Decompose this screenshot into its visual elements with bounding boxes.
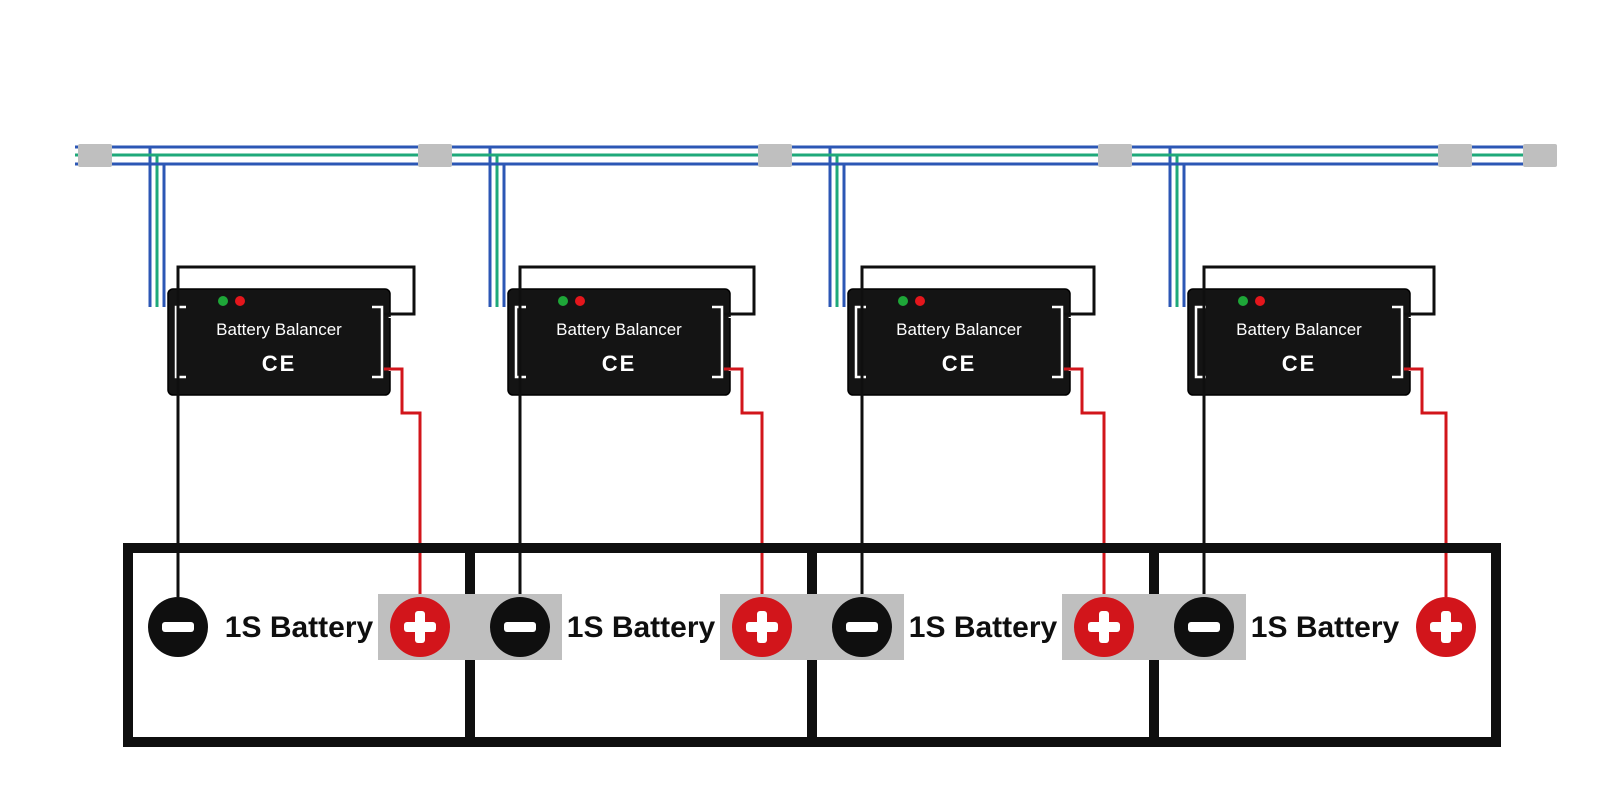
battery-label: 1S Battery [1251, 611, 1400, 644]
svg-text:-: - [1068, 308, 1073, 324]
bus-connector-icon [1098, 144, 1132, 167]
ce-mark: CE [942, 351, 977, 376]
terminal-negative-icon [832, 597, 892, 657]
led-red-icon [235, 296, 245, 306]
led-red-icon [575, 296, 585, 306]
battery-label: 1S Battery [909, 611, 1058, 644]
svg-text:-: - [1408, 308, 1413, 324]
ce-mark: CE [1282, 351, 1317, 376]
balancer-label: Battery Balancer [1236, 320, 1362, 339]
bus-connector-icon [758, 144, 792, 167]
terminal-positive-icon [732, 597, 792, 657]
terminal-positive-icon [1074, 597, 1134, 657]
ce-mark: CE [262, 351, 297, 376]
ce-mark: CE [602, 351, 637, 376]
led-red-icon [1255, 296, 1265, 306]
bus-connector-icon [1438, 144, 1472, 167]
terminal-negative-icon [148, 597, 208, 657]
balancer-label: Battery Balancer [896, 320, 1022, 339]
led-green-icon [558, 296, 568, 306]
bus-connector-icon [1523, 144, 1557, 167]
terminal-negative-icon [490, 597, 550, 657]
led-red-icon [915, 296, 925, 306]
svg-text:-: - [728, 308, 733, 324]
led-green-icon [1238, 296, 1248, 306]
led-green-icon [218, 296, 228, 306]
bus-connector-icon [418, 144, 452, 167]
balancer-label: Battery Balancer [216, 320, 342, 339]
battery-label: 1S Battery [225, 611, 374, 644]
wiring-diagram: Battery BalancerCE-+Battery BalancerCE-+… [0, 0, 1623, 801]
terminal-positive-icon [1416, 597, 1476, 657]
terminal-positive-icon [390, 597, 450, 657]
bus-connector-icon [78, 144, 112, 167]
svg-text:-: - [388, 308, 393, 324]
battery-label: 1S Battery [567, 611, 716, 644]
led-green-icon [898, 296, 908, 306]
balancer-label: Battery Balancer [556, 320, 682, 339]
terminal-negative-icon [1174, 597, 1234, 657]
